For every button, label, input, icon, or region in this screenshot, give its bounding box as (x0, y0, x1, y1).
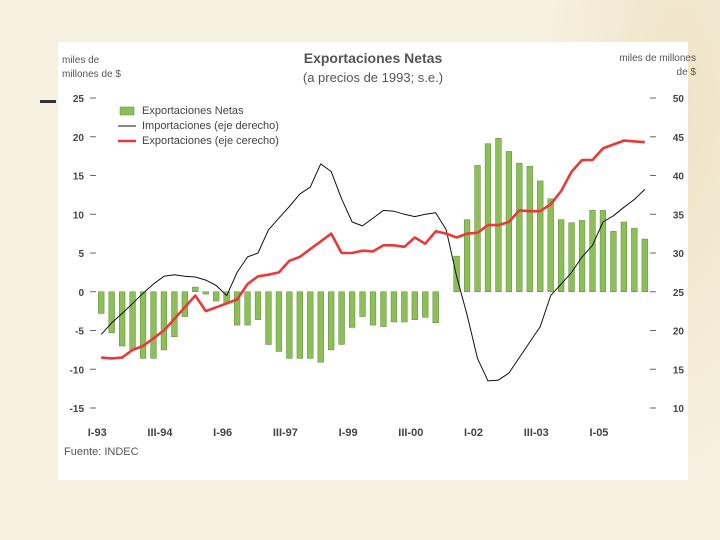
right-tick-label: 20 (673, 327, 685, 338)
bar-net-exports (620, 221, 627, 292)
bar-net-exports (516, 162, 523, 292)
right-tick-label: 25 (673, 288, 685, 299)
x-tick-label: III-03 (524, 427, 549, 439)
bar-net-exports (568, 222, 575, 292)
bar-net-exports (453, 255, 460, 293)
left-tick-label: -15 (70, 404, 85, 415)
x-tick-label: III-97 (273, 427, 298, 439)
bar-net-exports (359, 291, 366, 317)
left-tick-label: 25 (73, 94, 85, 105)
left-tick-label: 5 (78, 249, 84, 260)
legend-label: Importaciones (eje derecho) (142, 120, 279, 132)
x-tick-label: I-93 (88, 427, 107, 439)
slide-mark-horizontal (40, 100, 56, 103)
bar-net-exports (599, 210, 607, 292)
bar-net-exports (98, 291, 105, 314)
legend-label: Exportaciones (eje cerecho) (142, 135, 279, 147)
left-tick-label: 10 (73, 210, 85, 221)
bar-net-exports (484, 143, 492, 292)
right-tick-label: 10 (673, 404, 685, 415)
bar-net-exports (338, 291, 345, 345)
exports-line (101, 139, 645, 360)
bar-net-exports (150, 291, 157, 359)
left-tick-label: 15 (73, 172, 85, 183)
legend-label: Exportaciones Netas (142, 105, 244, 117)
bar-net-exports (390, 291, 398, 323)
bar-net-exports (369, 291, 377, 326)
chart-panel: Exportaciones Netas (a precios de 1993; … (58, 42, 696, 480)
bar-net-exports (108, 291, 115, 334)
bar-net-exports (192, 286, 199, 293)
legend-swatch-net-exports (119, 106, 135, 116)
chart-title: Exportaciones Netas (303, 50, 443, 66)
x-tick-label: I-05 (589, 427, 608, 439)
bar-net-exports (233, 291, 241, 326)
x-tick-label: III-94 (147, 427, 173, 439)
bar-net-exports (537, 180, 544, 292)
right-tick-label: 40 (673, 172, 685, 183)
bar-net-exports (296, 291, 303, 359)
x-tick-label: III-00 (398, 427, 423, 439)
left-tick-label: -5 (75, 327, 84, 338)
bar-net-exports (641, 238, 648, 293)
bar-net-exports (119, 291, 126, 347)
left-axis-units: miles de millones de $ (62, 55, 121, 80)
bar-net-exports (317, 291, 324, 363)
bar-net-exports (401, 291, 408, 323)
bar-net-exports (432, 291, 439, 323)
right-tick-label: 15 (673, 365, 685, 376)
bar-net-exports (610, 231, 617, 293)
bar-net-exports (244, 291, 251, 326)
left-tick-label: 0 (78, 288, 84, 299)
bar-net-exports (213, 291, 220, 302)
x-tick-label: I-02 (464, 427, 483, 439)
right-tick-label: 30 (673, 249, 685, 260)
bar-net-exports (463, 219, 471, 292)
bar-net-exports (380, 291, 387, 327)
x-tick-label: I-99 (339, 427, 358, 439)
bar-net-exports (307, 291, 314, 359)
bar-net-exports (348, 291, 356, 328)
bar-net-exports (589, 210, 596, 292)
bar-net-exports (160, 291, 168, 351)
bar-net-exports (474, 165, 481, 292)
bar-net-exports (526, 165, 533, 292)
bar-net-exports (411, 291, 418, 320)
imports-line (100, 163, 646, 382)
bar-net-exports (129, 291, 136, 351)
bar-net-exports (422, 291, 429, 318)
bar-net-exports (578, 220, 586, 292)
bar-net-exports (286, 291, 293, 359)
bar-net-exports (631, 227, 638, 292)
source-note: Fuente: INDEC (64, 446, 139, 458)
bar-net-exports (547, 198, 554, 292)
bar-net-exports (558, 219, 565, 292)
bar-net-exports (254, 291, 262, 320)
right-tick-label: 35 (673, 210, 685, 221)
x-tick-label: I-96 (213, 427, 232, 439)
bar-net-exports (265, 291, 272, 345)
slide-marks (40, 42, 61, 122)
bar-net-exports (275, 291, 283, 352)
left-tick-label: -10 (70, 365, 85, 376)
left-tick-label: 20 (73, 133, 85, 144)
right-tick-label: 50 (673, 94, 685, 105)
bar-net-exports (171, 291, 178, 337)
bar-net-exports (139, 291, 147, 359)
right-tick-label: 45 (673, 133, 685, 144)
bar-net-exports (495, 138, 502, 292)
right-axis-units: miles de millones de $ (619, 53, 696, 78)
chart-subtitle: (a precios de 1993; s.e.) (302, 70, 444, 85)
bar-net-exports (202, 291, 209, 295)
bar-net-exports (328, 291, 335, 351)
chart-svg: 2520151050-5-10-15504540353025201510I-93… (70, 94, 685, 439)
